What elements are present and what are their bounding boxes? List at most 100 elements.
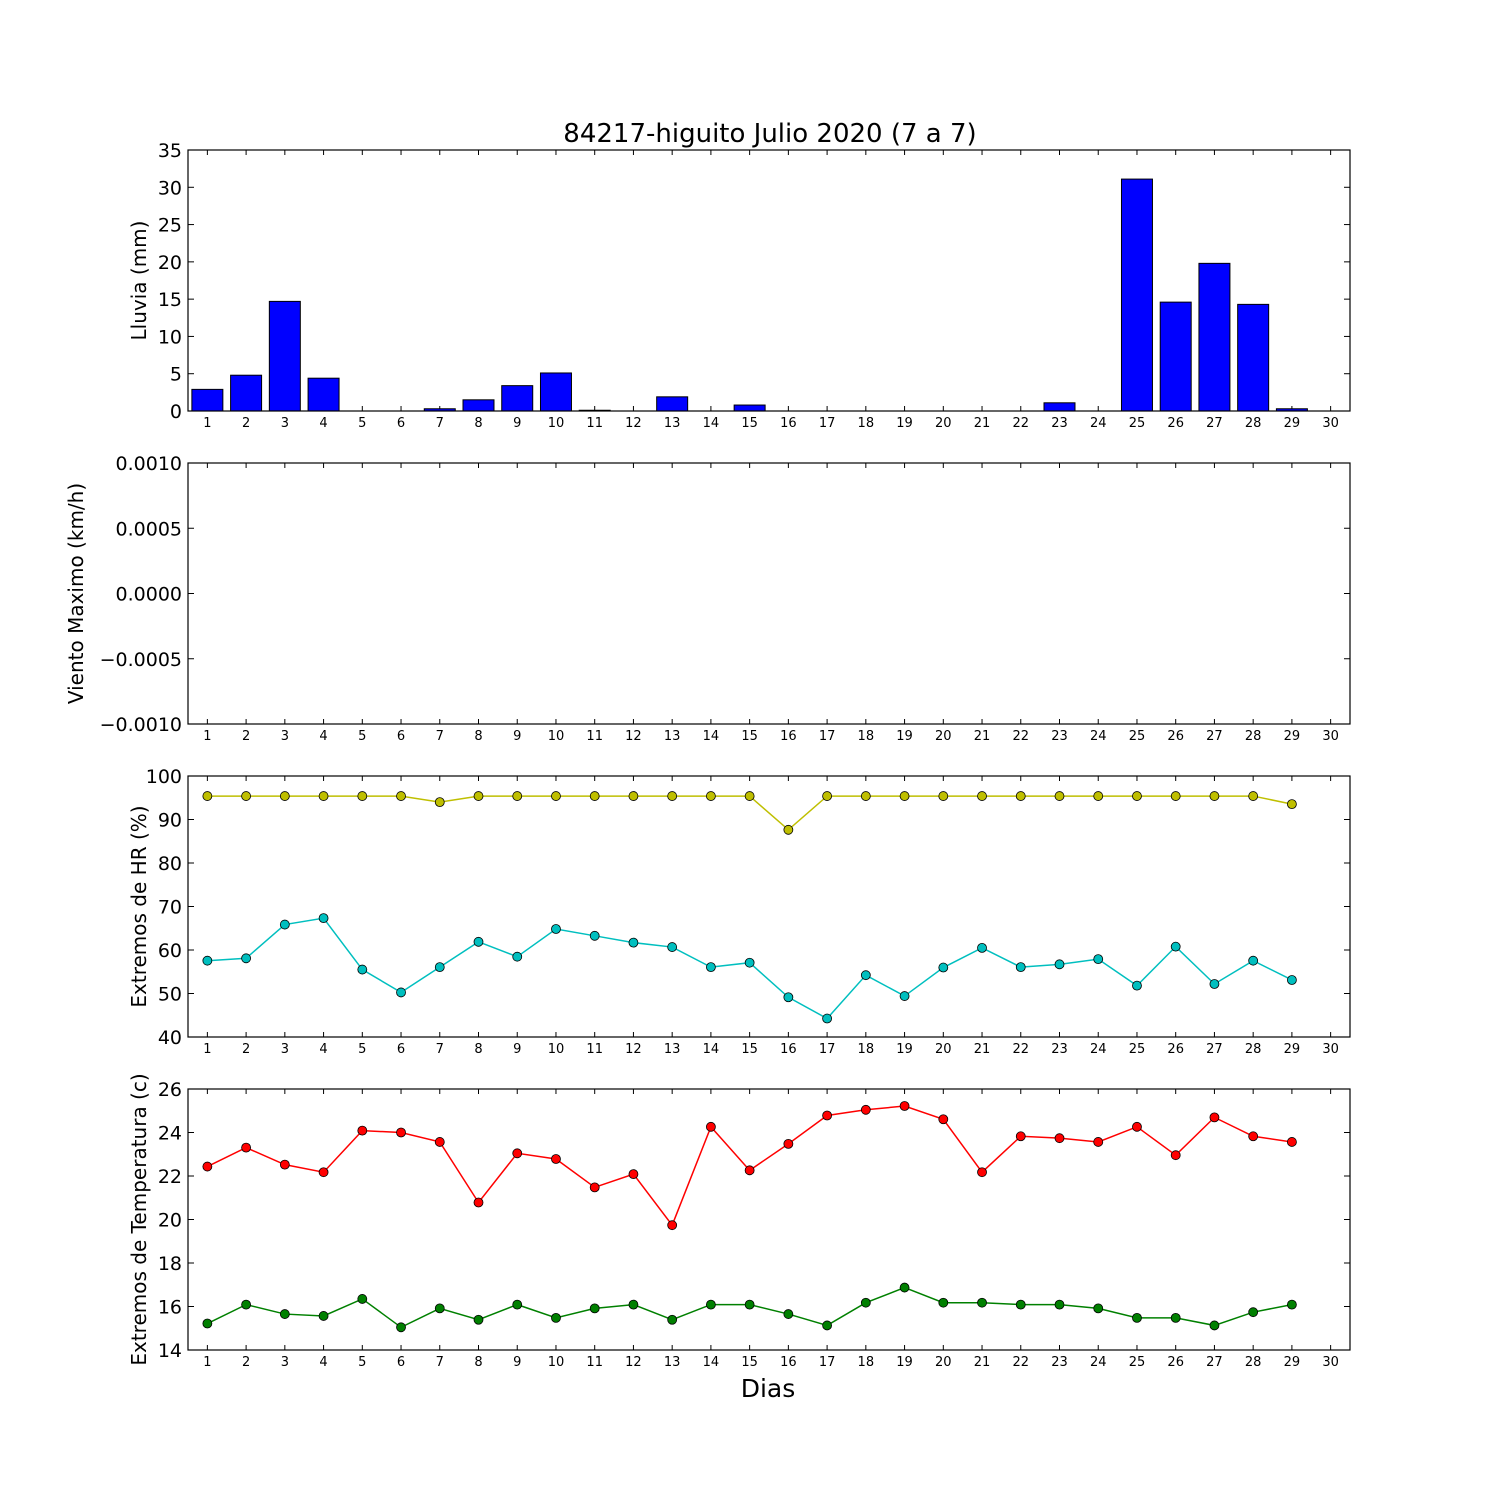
temperatura-series-0-point (1209, 1112, 1220, 1123)
x-tick-label: 15 (741, 1355, 758, 1370)
hr-series-1-point (783, 992, 794, 1003)
x-tick-label: 26 (1167, 1042, 1184, 1057)
temperatura-series-1-point (628, 1299, 639, 1310)
hr-series-0-point (706, 791, 716, 801)
y-axis-label: Viento Maximo (km/h) (64, 483, 88, 704)
x-tick-label: 2 (242, 1042, 250, 1057)
x-tick-label: 15 (741, 416, 758, 431)
x-tick-label: 30 (1322, 729, 1339, 744)
y-tick-label: 22 (158, 1166, 182, 1188)
y-tick-label: 35 (158, 140, 182, 162)
temperatura-series-0-point (822, 1110, 832, 1121)
x-tick-label: 5 (358, 729, 366, 744)
temperatura-series-1-point (1093, 1303, 1104, 1314)
x-tick-label: 4 (319, 1355, 327, 1370)
x-tick-label: 19 (896, 1042, 913, 1057)
hr-series-0-point (628, 791, 639, 801)
temperatura-series-0-point (1132, 1121, 1142, 1132)
x-tick-label: 15 (741, 729, 758, 744)
x-tick-label: 2 (242, 1355, 250, 1370)
hr-series-0-point (396, 791, 406, 801)
y-tick-label: 0.0005 (116, 518, 182, 540)
x-tick-label: 19 (896, 1355, 913, 1370)
x-tick-label: 30 (1322, 1042, 1339, 1057)
x-tick-label: 26 (1167, 729, 1184, 744)
y-tick-label: 5 (170, 364, 182, 386)
x-tick-label: 8 (474, 416, 482, 431)
x-tick-label: 20 (935, 729, 952, 744)
hr-series-1-point (938, 962, 949, 973)
temperatura-series-0-point (860, 1104, 871, 1115)
hr-series-1-point (357, 964, 368, 975)
x-tick-label: 5 (358, 416, 366, 431)
y-tick-label: 26 (158, 1079, 182, 1101)
x-tick-label: 29 (1284, 1042, 1301, 1057)
temperatura-series-0-point (899, 1101, 910, 1111)
x-tick-label: 7 (436, 1042, 444, 1057)
y-tick-label: 60 (158, 940, 182, 962)
hr-series-1-point (977, 942, 987, 953)
hr-series-0-point (1054, 791, 1065, 801)
hr-series-0-point (241, 791, 252, 801)
hr-series-0-point (822, 791, 832, 801)
temperatura-series-1-point (473, 1314, 484, 1325)
hr-series-0-point (899, 791, 910, 801)
y-tick-label: 16 (158, 1297, 182, 1319)
temperatura-series-1-point (1170, 1312, 1181, 1323)
x-tick-label: 22 (1012, 729, 1029, 744)
temperatura-series-0-point (744, 1165, 755, 1176)
x-tick-label: 11 (586, 1042, 603, 1057)
temperatura-series-1-point (279, 1309, 290, 1319)
x-tick-label: 29 (1284, 729, 1301, 744)
hr-series-1-point (628, 937, 639, 948)
rain-bar (268, 300, 301, 412)
x-tick-label: 3 (281, 1355, 289, 1370)
rain-bar (230, 374, 263, 412)
hr-series-0-point (1170, 791, 1181, 801)
temperatura-series-1-point (977, 1297, 987, 1308)
hr-series-1-point (1248, 955, 1259, 966)
x-tick-label: 9 (513, 1355, 521, 1370)
temperatura-series-0-point (357, 1125, 368, 1136)
hr-series-1-point (551, 924, 561, 934)
x-axis-label: Dias (741, 1374, 796, 1403)
x-tick-label: 16 (780, 416, 797, 431)
x-tick-label: 12 (625, 416, 642, 431)
x-tick-label: 24 (1090, 416, 1107, 431)
hr-series-1-point (279, 919, 290, 930)
x-tick-label: 13 (664, 1042, 681, 1057)
y-axis-label: Lluvia (mm) (127, 221, 151, 341)
x-tick-label: 15 (741, 1042, 758, 1057)
temperatura-series-1-point (202, 1318, 213, 1329)
x-tick-label: 27 (1206, 1355, 1223, 1370)
rain-bar (501, 385, 534, 412)
temperatura-series-0-point (1170, 1150, 1181, 1161)
hr-series-1-point (860, 970, 871, 981)
x-tick-label: 4 (319, 416, 327, 431)
temperatura-series-0-point (1054, 1133, 1065, 1144)
x-tick-label: 9 (513, 729, 521, 744)
temperatura-series-0-point (628, 1169, 639, 1180)
hr-series-1-point (589, 930, 600, 941)
x-tick-label: 21 (974, 729, 991, 744)
x-tick-label: 18 (858, 1355, 875, 1370)
x-tick-label: 9 (513, 1042, 521, 1057)
temperatura-series-1-point (396, 1322, 406, 1333)
y-tick-label: 30 (158, 177, 182, 199)
x-tick-label: 2 (242, 729, 250, 744)
temperatura-series-1-point (434, 1303, 445, 1314)
figure-title: 84217-higuito Julio 2020 (7 a 7) (563, 119, 976, 149)
temperatura-series-0-point (938, 1114, 949, 1125)
axes-frame (187, 775, 1351, 1038)
temperatura-series-1-point (1209, 1320, 1220, 1331)
temperatura-series-1-point (822, 1320, 832, 1331)
temperatura-series-0-point (279, 1159, 290, 1170)
x-tick-label: 21 (974, 416, 991, 431)
x-tick-label: 3 (281, 729, 289, 744)
y-tick-label: 40 (158, 1027, 182, 1049)
x-tick-label: 18 (858, 729, 875, 744)
x-tick-label: 22 (1012, 1042, 1029, 1057)
x-tick-label: 26 (1167, 1355, 1184, 1370)
hr-series-1-point (899, 991, 910, 1001)
